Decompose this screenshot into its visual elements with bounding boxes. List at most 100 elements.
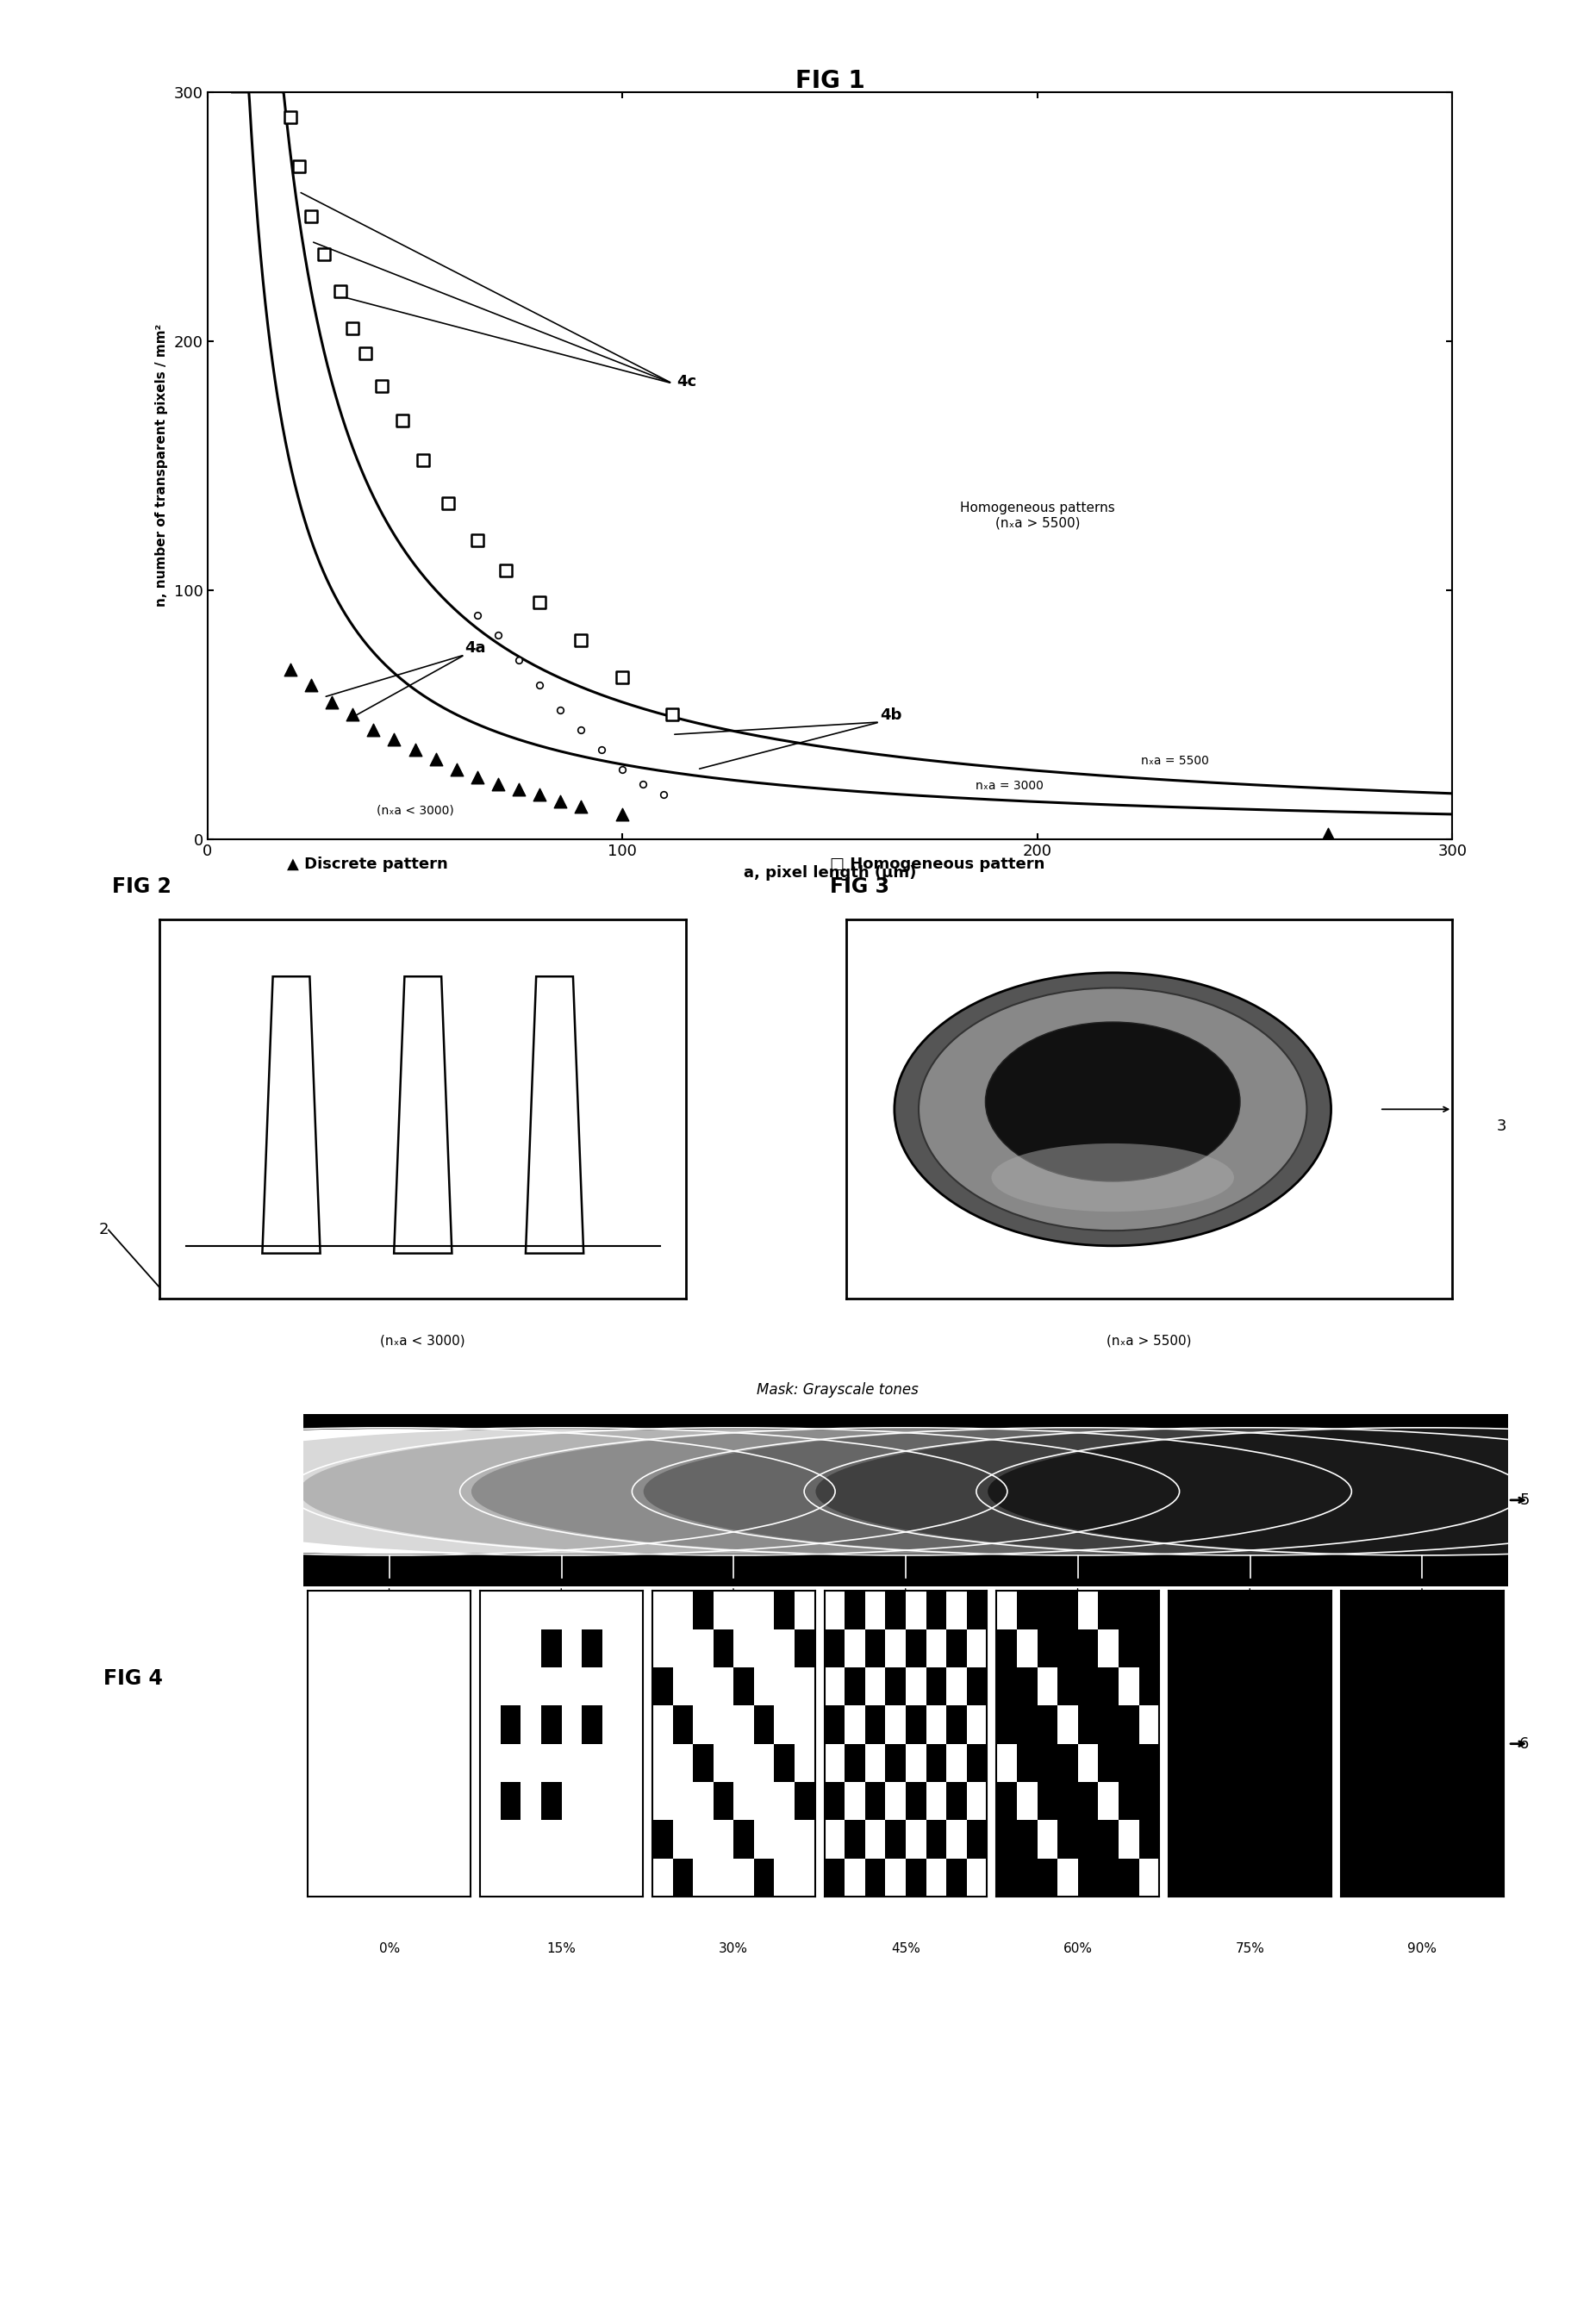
Bar [865, 1630, 886, 1667]
Bar [907, 1858, 926, 1897]
Text: 3: 3 [1497, 1120, 1507, 1133]
Point [464, 522, 490, 559]
Bar [1341, 1782, 1361, 1821]
Bar [1250, 1591, 1270, 1630]
Bar [1229, 1591, 1250, 1630]
Bar [1098, 1821, 1119, 1858]
Ellipse shape [991, 1143, 1234, 1212]
Point [286, 149, 311, 186]
Bar [1382, 1706, 1401, 1743]
Bar [1443, 1591, 1464, 1630]
Bar [1229, 1667, 1250, 1706]
Bar [1310, 1591, 1331, 1630]
Point [464, 759, 490, 795]
Bar [1341, 1591, 1361, 1630]
Bar [1291, 1821, 1310, 1858]
Point [369, 368, 394, 405]
Text: Homogeneous patterns
(nₓa > 5500): Homogeneous patterns (nₓa > 5500) [959, 501, 1116, 529]
Bar [1422, 1821, 1443, 1858]
Bar [672, 1706, 693, 1743]
Bar [1291, 1667, 1310, 1706]
Bar [1017, 1821, 1037, 1858]
Bar [1058, 1630, 1077, 1667]
Point [353, 336, 378, 372]
Point [610, 660, 635, 697]
Bar [1077, 1858, 1098, 1897]
Polygon shape [262, 977, 321, 1253]
Bar [1270, 1782, 1291, 1821]
Bar [1401, 1743, 1422, 1782]
Bar [693, 1591, 713, 1630]
Bar [1310, 1743, 1331, 1782]
Bar [1422, 1858, 1443, 1897]
Bar [1119, 1630, 1140, 1667]
Bar [1189, 1630, 1210, 1667]
Bar [1189, 1591, 1210, 1630]
Bar [1058, 1591, 1077, 1630]
Bar [1422, 1782, 1443, 1821]
Bar [946, 1630, 967, 1667]
Bar [1250, 1858, 1270, 1897]
X-axis label: a, pixel length (μm): a, pixel length (μm) [744, 864, 916, 881]
Text: (nₓa > 5500): (nₓa > 5500) [1106, 1333, 1192, 1347]
Bar [1291, 1858, 1310, 1897]
Bar [1464, 1630, 1483, 1667]
Bar [1341, 1743, 1361, 1782]
Bar [1140, 1667, 1159, 1706]
Bar [907, 1630, 926, 1667]
Bar [1341, 1667, 1361, 1706]
Bar [1291, 1591, 1310, 1630]
Bar [1310, 1630, 1331, 1667]
Point [311, 234, 337, 271]
Bar [926, 1821, 946, 1858]
Bar [844, 1821, 865, 1858]
Bar [1464, 1591, 1483, 1630]
Bar [1382, 1858, 1401, 1897]
Bar [1483, 1743, 1503, 1782]
Point [298, 667, 324, 703]
Bar [1119, 1743, 1140, 1782]
Bar [886, 1667, 907, 1706]
Bar [1119, 1591, 1140, 1630]
Bar [1037, 1782, 1058, 1821]
Bar [1483, 1591, 1503, 1630]
Bar [1464, 1667, 1483, 1706]
Y-axis label: n, number of transparent pixels / mm²: n, number of transparent pixels / mm² [155, 324, 168, 607]
Bar [825, 1858, 844, 1897]
Bar [1210, 1591, 1229, 1630]
Bar [1270, 1630, 1291, 1667]
Bar [1037, 1706, 1058, 1743]
Bar [1382, 1630, 1401, 1667]
Bar [1382, 1782, 1401, 1821]
Bar [1119, 1706, 1140, 1743]
Bar [967, 1667, 986, 1706]
Bar [1077, 1782, 1098, 1821]
Bar [1382, 1667, 1401, 1706]
Bar [1058, 1743, 1077, 1782]
Bar [1310, 1782, 1331, 1821]
Bar [1098, 1591, 1119, 1630]
Point [361, 710, 386, 747]
Point [568, 789, 594, 825]
Bar [1037, 1591, 1058, 1630]
Polygon shape [525, 977, 584, 1253]
Point [506, 641, 531, 678]
Bar [1210, 1782, 1229, 1821]
Bar [1291, 1706, 1310, 1743]
Bar [967, 1591, 986, 1630]
Bar [1119, 1858, 1140, 1897]
Bar [1250, 1743, 1270, 1782]
Point [659, 697, 685, 733]
Bar [1443, 1706, 1464, 1743]
Bar [1189, 1743, 1210, 1782]
Bar [1422, 1706, 1443, 1743]
Text: 60%: 60% [1063, 1943, 1093, 1956]
Bar [1189, 1782, 1210, 1821]
Bar [1401, 1667, 1422, 1706]
Bar [1077, 1667, 1098, 1706]
Bar [1168, 1706, 1189, 1743]
Bar [886, 1743, 907, 1782]
Bar [1077, 1630, 1098, 1667]
Point [568, 710, 594, 747]
Bar [1017, 1591, 1037, 1630]
